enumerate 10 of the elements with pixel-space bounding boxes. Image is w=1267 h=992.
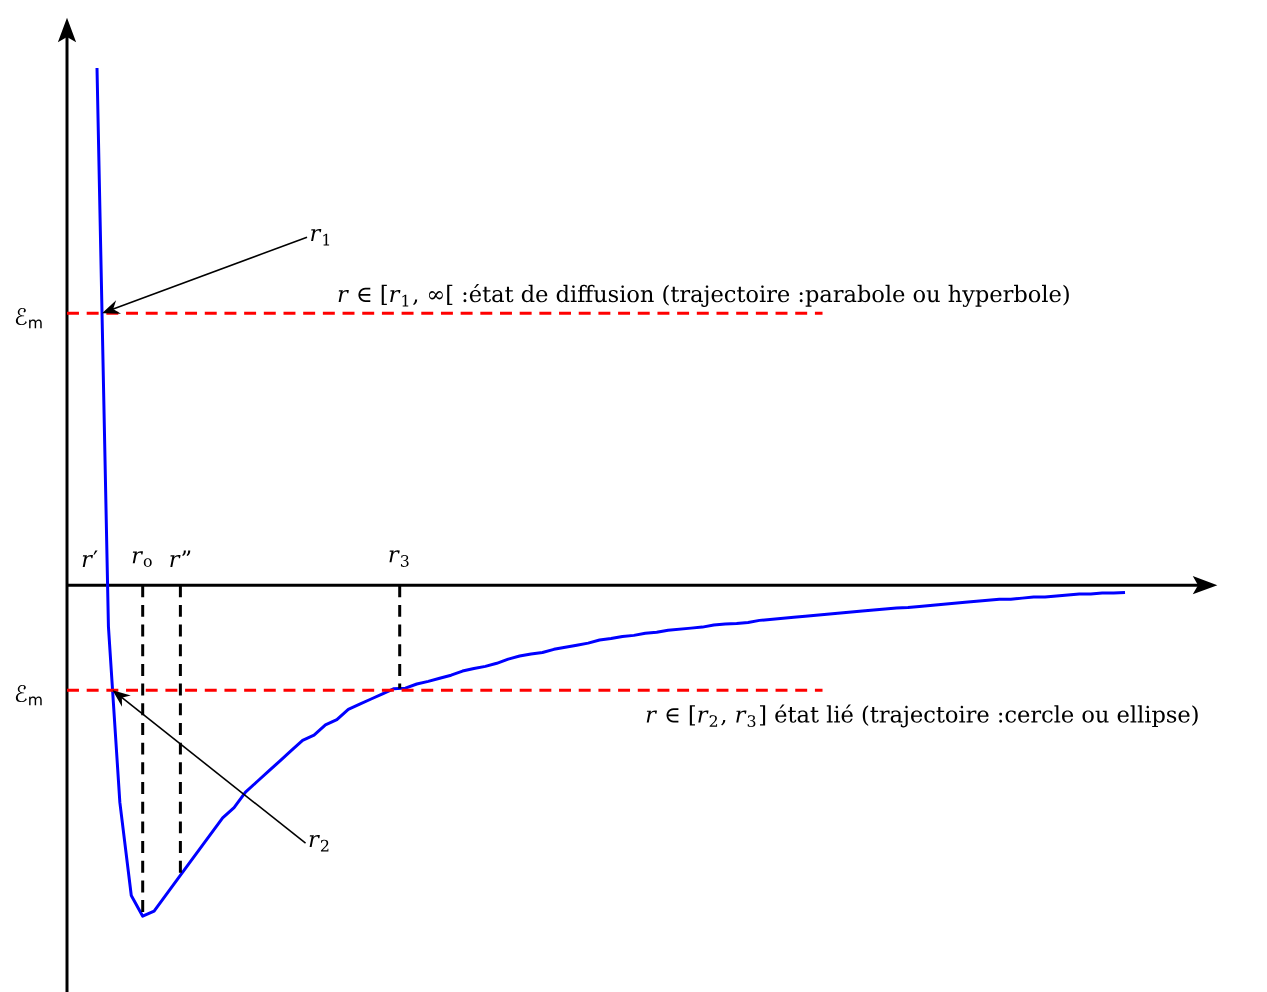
annotation: r ∈ [r$_{2}$, r$_{3}$] état lié (trajectoire :cercle ou ellipse) xyxy=(646,704,1198,728)
annotation: r$_{o}$ xyxy=(132,551,152,567)
annotation: r$_{3}$ xyxy=(389,550,409,567)
annotation: r$_{1}$ xyxy=(311,228,330,246)
ref-line-label: ℰ$_{m}$ xyxy=(15,308,42,329)
ref-line-label: ℰ$_{m}$ xyxy=(15,685,42,706)
annotation: r” xyxy=(170,550,191,567)
annotation: r$_{2}$ xyxy=(309,834,329,852)
annotation: r ∈ [r$_{1}$, ∞[ :état de diffusion (trajectoire :parabole ou hyperbole) xyxy=(338,283,1069,307)
annotation: r′ xyxy=(82,550,98,567)
